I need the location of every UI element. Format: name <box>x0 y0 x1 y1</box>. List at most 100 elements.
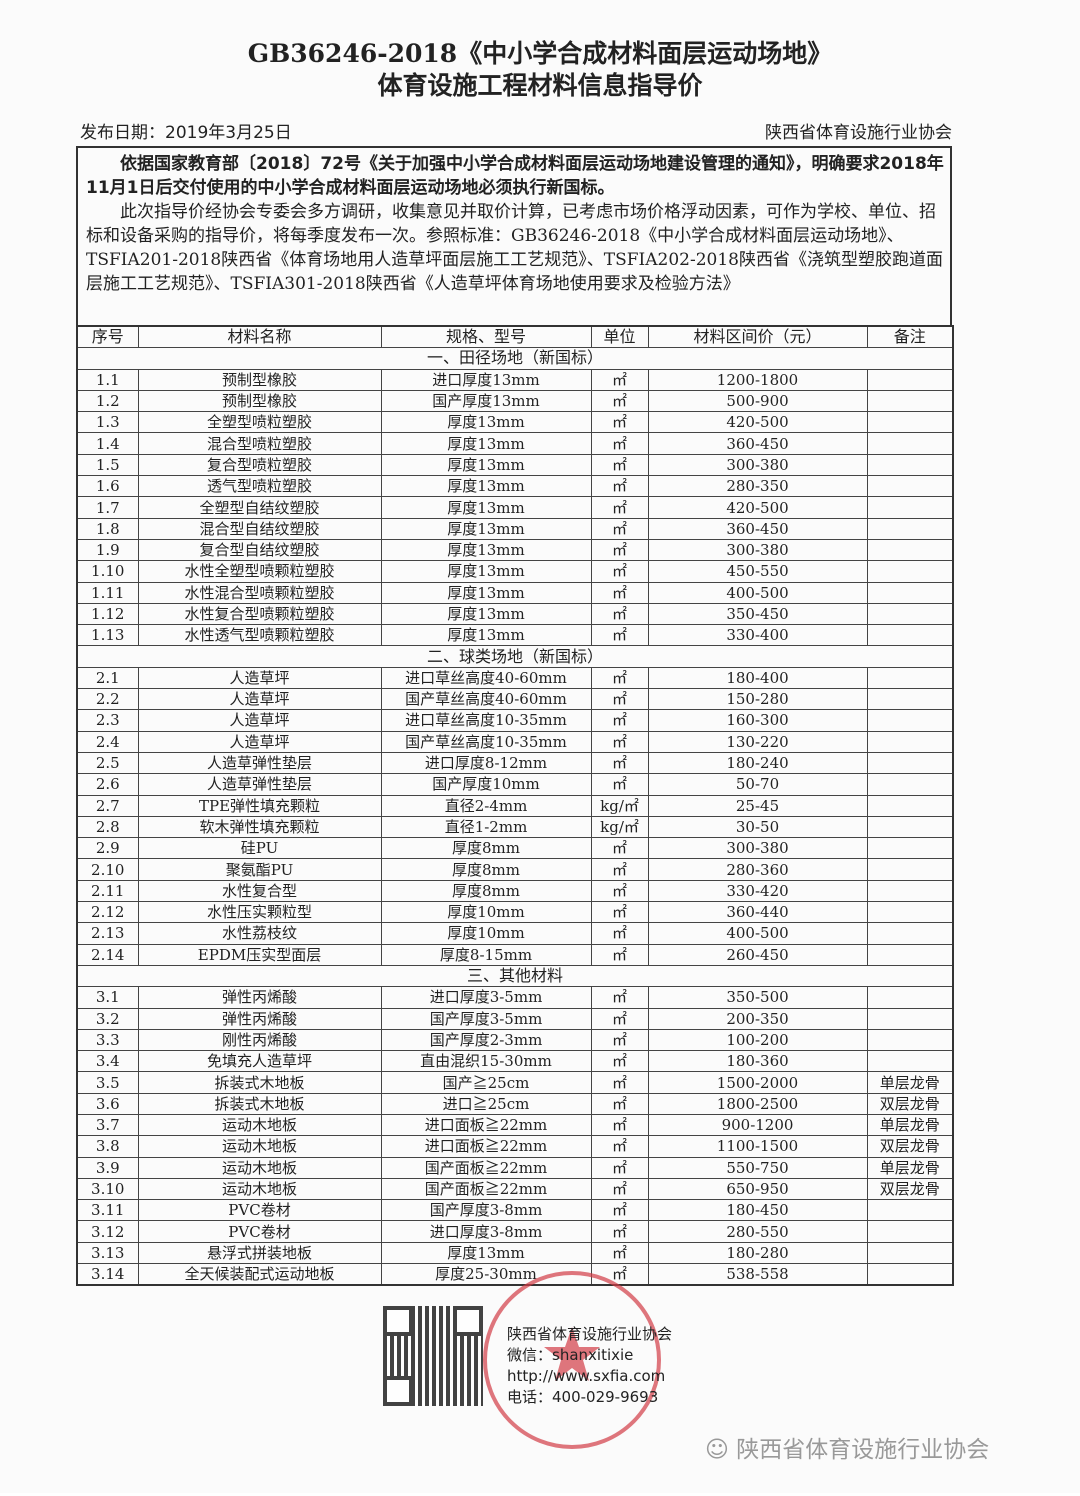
cell-seq: 1.12 <box>76 602 139 626</box>
seal-star-icon <box>544 1327 600 1382</box>
cell-material-name: 弹性丙烯酸 <box>137 1007 382 1030</box>
table-row: 2.7 TPE弹性填充颗粒 直径2-4mm kg/㎡ 25-45 <box>76 794 954 817</box>
cell-price-range: 130-220 <box>647 730 868 753</box>
cell-seq: 1.11 <box>76 581 139 604</box>
cell-price-range: 400-500 <box>647 581 868 604</box>
meta-row: 发布日期：2019年3月25日 陕西省体育设施行业协会 <box>80 118 952 143</box>
cell-price-range: 30-50 <box>647 815 868 839</box>
cell-price-range: 160-300 <box>647 709 868 732</box>
watermark-text: 陕西省体育设施行业协会 <box>736 1437 990 1464</box>
cell-seq: 3.14 <box>76 1263 139 1286</box>
cell-seq: 3.8 <box>76 1135 139 1158</box>
cell-remark <box>866 453 954 477</box>
cell-price-range: 550-750 <box>647 1156 868 1179</box>
cell-remark <box>866 986 954 1009</box>
cell-material-name: 人造草坪 <box>137 709 382 732</box>
cell-material-name: 运动木地板 <box>137 1135 382 1158</box>
cell-material-name: 水性混合型喷颗粒塑胶 <box>137 581 382 604</box>
cell-unit: ㎡ <box>590 389 649 413</box>
cell-remark <box>866 1199 954 1222</box>
cell-seq: 1.6 <box>76 475 139 498</box>
cell-seq: 2.14 <box>76 943 139 966</box>
cell-unit: kg/㎡ <box>590 815 649 839</box>
cell-remark <box>866 666 954 690</box>
cell-remark <box>866 1007 954 1030</box>
cell-material-name: 运动木地板 <box>137 1177 382 1201</box>
cell-remark <box>866 517 954 540</box>
table-row: 2.2 人造草坪 国产草丝高度40-60mm ㎡ 150-280 <box>76 688 954 711</box>
cell-price-range: 280-550 <box>647 1220 868 1243</box>
cell-price-range: 150-280 <box>647 688 868 711</box>
cell-spec: 厚度13mm <box>380 560 592 583</box>
table-row: 3.2 弹性丙烯酸 国产厚度3-5mm ㎡ 200-350 <box>76 1007 954 1030</box>
cell-seq: 1.2 <box>76 389 139 413</box>
cell-unit: ㎡ <box>590 368 649 391</box>
cell-seq: 3.6 <box>76 1092 139 1115</box>
cell-material-name: 全天候装配式运动地板 <box>137 1263 382 1286</box>
cell-unit: ㎡ <box>590 1007 649 1030</box>
cell-seq: 2.11 <box>76 879 139 903</box>
cell-price-range: 300-380 <box>647 453 868 477</box>
cell-price-range: 330-400 <box>647 624 868 647</box>
cell-spec: 国产草丝高度40-60mm <box>380 688 592 711</box>
cell-seq: 1.4 <box>76 432 139 455</box>
cell-seq: 2.1 <box>76 666 139 690</box>
cell-spec: 厚度8mm <box>380 837 592 860</box>
cell-remark: 双层龙骨 <box>866 1135 954 1158</box>
cell-seq: 3.9 <box>76 1156 139 1179</box>
cell-unit: ㎡ <box>590 624 649 647</box>
intro-box: 依据国家教育部〔2018〕72号《关于加强中小学合成材料面层运动场地建设管理的通… <box>76 146 952 325</box>
cell-price-range: 180-400 <box>647 666 868 690</box>
cell-seq: 3.4 <box>76 1050 139 1073</box>
cell-material-name: 混合型自结纹塑胶 <box>137 517 382 540</box>
cell-price-range: 500-900 <box>647 389 868 413</box>
cell-material-name: 复合型自结纹塑胶 <box>137 538 382 562</box>
cell-unit: ㎡ <box>590 496 649 519</box>
table-row: 1.4 混合型喷粒塑胶 厚度13mm ㎡ 360-450 <box>76 432 954 455</box>
cell-material-name: 人造草弹性垫层 <box>137 751 382 775</box>
cell-unit: ㎡ <box>590 709 649 732</box>
cell-remark <box>866 560 954 583</box>
table-row: 1.7 全塑型自结纹塑胶 厚度13mm ㎡ 420-500 <box>76 496 954 519</box>
cell-spec: 进口厚度3-5mm <box>380 986 592 1009</box>
table-row: 2.4 人造草坪 国产草丝高度10-35mm ㎡ 130-220 <box>76 730 954 753</box>
cell-material-name: PVC卷材 <box>137 1199 382 1222</box>
cell-price-range: 180-360 <box>647 1050 868 1073</box>
cell-material-name: 水性透气型喷颗粒塑胶 <box>137 624 382 647</box>
table-row: 1.5 复合型喷粒塑胶 厚度13mm ㎡ 300-380 <box>76 453 954 477</box>
table-row: 3.11 PVC卷材 国产厚度3-8mm ㎡ 180-450 <box>76 1199 954 1222</box>
cell-spec: 厚度10mm <box>380 922 592 945</box>
cell-material-name: 人造草坪 <box>137 730 382 753</box>
title-line-1: GB36246-2018《中小学合成材料面层运动场地》 <box>247 39 833 68</box>
cell-material-name: 预制型橡胶 <box>137 368 382 391</box>
cell-unit: ㎡ <box>590 858 649 881</box>
cell-unit: ㎡ <box>590 432 649 455</box>
cell-spec: 国产厚度10mm <box>380 773 592 796</box>
cell-seq: 3.5 <box>76 1071 139 1094</box>
cell-spec: 厚度25-30mm <box>380 1263 592 1286</box>
cell-seq: 1.7 <box>76 496 139 519</box>
contact-info: 陕西省体育设施行业协会 微信：shanxitixie http://www.sx… <box>507 1324 672 1408</box>
table-row: 3.1 弹性丙烯酸 进口厚度3-5mm ㎡ 350-500 <box>76 986 954 1009</box>
table-row: 2.3 人造草坪 进口草丝高度10-35mm ㎡ 160-300 <box>76 709 954 732</box>
cell-remark <box>866 538 954 562</box>
cell-remark <box>866 879 954 903</box>
cell-spec: 国产厚度3-5mm <box>380 1007 592 1030</box>
cell-unit: ㎡ <box>590 1113 649 1137</box>
header-remark: 备注 <box>866 325 954 349</box>
cell-seq: 3.7 <box>76 1113 139 1137</box>
cell-material-name: 弹性丙烯酸 <box>137 986 382 1009</box>
cell-remark <box>866 581 954 604</box>
table-row: 3.14 全天候装配式运动地板 厚度25-30mm ㎡ 538-558 <box>76 1263 954 1286</box>
cell-seq: 1.9 <box>76 538 139 562</box>
cell-material-name: 水性压实颗粒型 <box>137 901 382 924</box>
cell-material-name: 硅PU <box>137 837 382 860</box>
table-row: 3.3 刚性丙烯酸 国产厚度2-3mm ㎡ 100-200 <box>76 1028 954 1052</box>
cell-remark <box>866 751 954 775</box>
cell-seq: 2.12 <box>76 901 139 924</box>
cell-seq: 2.13 <box>76 922 139 945</box>
cell-unit: ㎡ <box>590 837 649 860</box>
table-row: 1.3 全塑型喷粒塑胶 厚度13mm ㎡ 420-500 <box>76 411 954 434</box>
table-row: 2.11 水性复合型 厚度8mm ㎡ 330-420 <box>76 879 954 903</box>
cell-material-name: 人造草坪 <box>137 688 382 711</box>
